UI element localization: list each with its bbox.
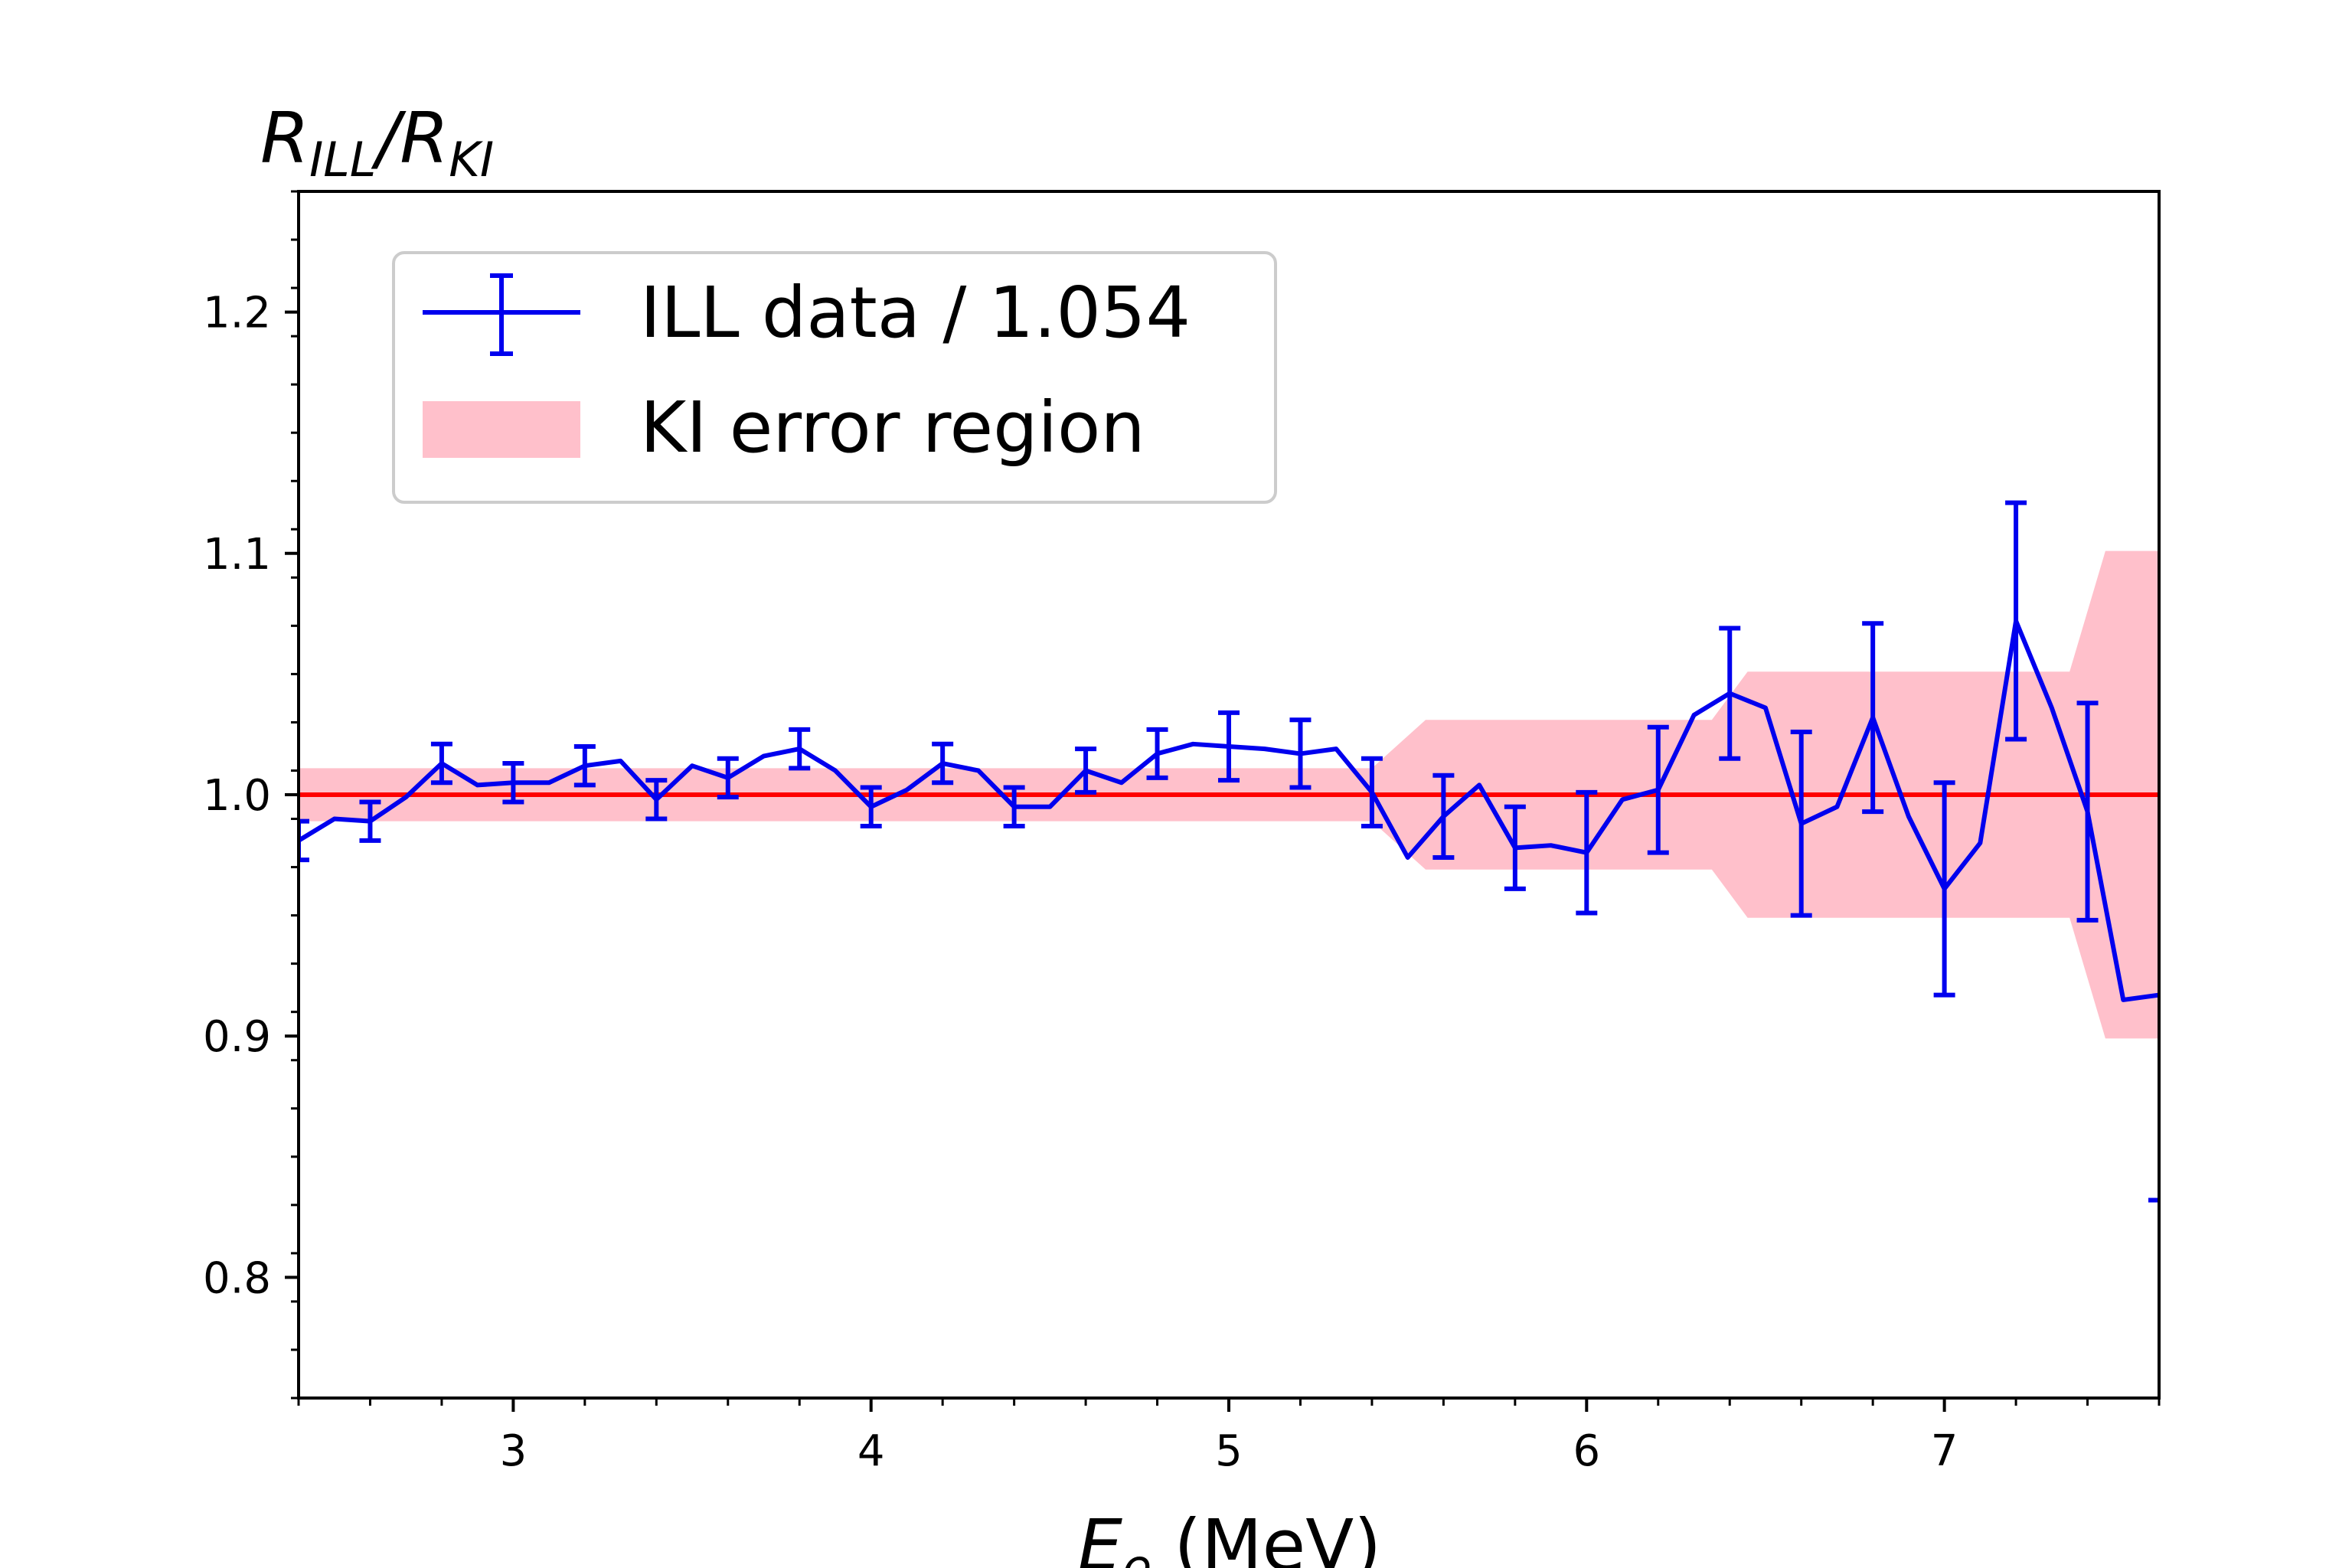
errorbar-point [1790, 730, 1812, 918]
errorbar-point [1289, 717, 1312, 790]
errorbar-point [2005, 500, 2027, 742]
y-tick-label: 1.1 [203, 530, 271, 580]
errorbar-point [1719, 626, 1741, 761]
x-tick-label: 5 [1215, 1426, 1243, 1476]
errorbar-point [1075, 746, 1097, 795]
errorbar-point [860, 785, 882, 828]
errorbar-point [1933, 780, 1955, 998]
y-tick-label: 0.9 [203, 1012, 271, 1062]
errorbar-point [359, 799, 381, 843]
x-tick-label: 6 [1573, 1426, 1600, 1476]
errorbar-point [1432, 773, 1455, 860]
errorbar-point [1862, 621, 1884, 815]
y-tick-label: 1.0 [203, 771, 271, 821]
ticks-layer: 3 4 5 6 7 0.8 0.9 1.0 1.1 1.2 [203, 190, 2161, 1476]
legend: ILL data / 1.054 KI error region [392, 251, 1277, 504]
legend-label-ki: KI error region [640, 387, 1145, 469]
errorbar-layer [299, 500, 2159, 1203]
plot-area [299, 500, 2159, 1203]
x-axis-label: Ee (MeV) [1078, 1504, 1381, 1568]
errorbar-point [789, 727, 811, 771]
errorbar-point [932, 741, 954, 786]
errorbar-point [502, 761, 524, 805]
legend-entry-ki: KI error region [423, 387, 1145, 469]
y-axis-label: RILL/RKI [260, 97, 494, 188]
errorbar-point [645, 778, 668, 822]
y-tick-label: 0.8 [203, 1253, 271, 1303]
errorbar-point [1647, 724, 1669, 855]
y-tick-label: 1.2 [203, 289, 271, 338]
legend-ki-swatch [423, 401, 580, 458]
errorbar-point [1504, 804, 1526, 891]
errorbar-point [1576, 789, 1598, 916]
legend-entry-ill: ILL data / 1.054 [423, 272, 1191, 356]
legend-frame [392, 251, 1277, 504]
errorbar-point [573, 743, 596, 788]
errorbar-point [299, 818, 309, 863]
x-tick-label: 4 [858, 1426, 885, 1476]
errorbar-point [717, 756, 739, 800]
x-tick-label: 3 [500, 1426, 528, 1476]
legend-label-ill: ILL data / 1.054 [640, 272, 1191, 354]
errorbar-point [1146, 727, 1168, 780]
errorbar-point [1003, 785, 1025, 828]
errorbar-point [2076, 701, 2099, 923]
errorbar-point [1361, 756, 1383, 828]
errorbar-point [1218, 710, 1240, 783]
errorbar-point [430, 741, 452, 786]
x-tick-label: 7 [1931, 1426, 1958, 1476]
